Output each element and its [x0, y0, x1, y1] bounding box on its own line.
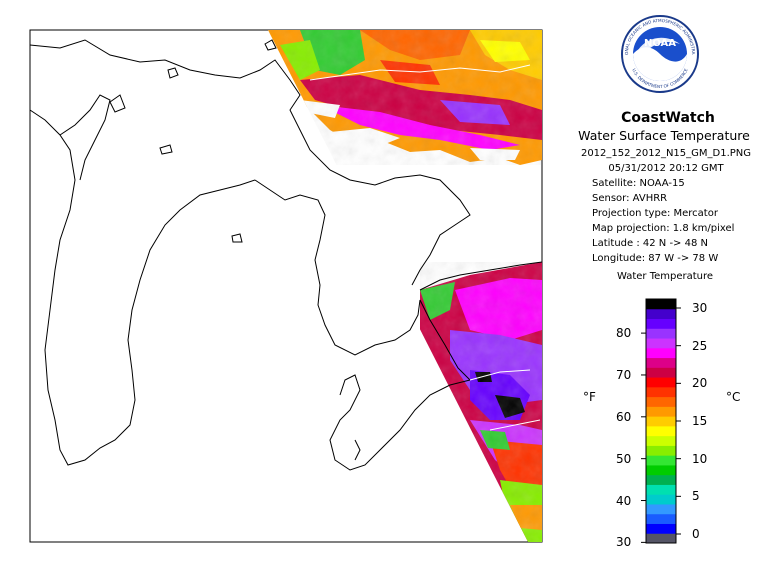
color-swatch: [646, 455, 676, 466]
color-swatch: [646, 367, 676, 378]
color-swatch: [646, 464, 676, 476]
celsius-tick-label: 5: [692, 489, 700, 504]
coastlines: [29, 39, 543, 471]
latitude: Latitude : 42 N -> 48 N: [592, 238, 708, 249]
color-swatch: [646, 523, 676, 534]
celsius-tick-label: 25: [692, 338, 708, 353]
color-swatch: [646, 494, 676, 505]
celsius-tick-label: 20: [692, 376, 708, 391]
celsius-unit: °C: [726, 390, 741, 404]
color-swatch: [646, 377, 676, 388]
coastlines-over-data: [309, 64, 541, 431]
brand-title: CoastWatch: [621, 110, 715, 126]
metadata-block: 2012_152_2012_N15_GM_D1.PNG 05/31/2012 2…: [566, 146, 766, 266]
celsius-tick-label: 30: [692, 301, 708, 315]
color-swatch: [646, 357, 676, 368]
color-bar-outline: [645, 298, 677, 544]
lake-superior-data: [268, 30, 542, 165]
color-swatch: [646, 396, 676, 407]
color-swatch: [646, 308, 676, 320]
color-swatch: [646, 347, 676, 359]
color-swatch: [646, 435, 676, 446]
color-swatch: [646, 503, 676, 515]
fahrenheit-unit: °F: [583, 390, 596, 404]
fahrenheit-tick-label: 50: [616, 451, 632, 466]
product-title: Water Surface Temperature: [578, 128, 750, 143]
map-projection: Map projection: 1.8 km/pixel: [592, 223, 735, 234]
lake-huron-data: [420, 262, 542, 542]
color-swatch: [646, 484, 676, 495]
fahrenheit-tick-label: 60: [616, 409, 632, 424]
color-swatch: [646, 416, 676, 427]
color-swatch: [646, 318, 676, 329]
fahrenheit-tick-label: 40: [616, 493, 632, 508]
filename: 2012_152_2012_N15_GM_D1.PNG: [580, 148, 752, 159]
datetime: 05/31/2012 20:12 GMT: [608, 163, 724, 174]
projection-type: Projection type: Mercator: [592, 208, 718, 219]
celsius-tick-label: 10: [692, 451, 708, 466]
legend-title: Water Temperature: [616, 271, 714, 282]
color-swatch: [646, 513, 676, 524]
noaa-logo-text: NOAA: [644, 38, 676, 49]
color-swatch: [646, 445, 676, 456]
color-swatch: [646, 406, 676, 417]
longitude: Longitude: 87 W -> 78 W: [592, 253, 719, 264]
fahrenheit-tick-label: 70: [616, 367, 632, 382]
fahrenheit-tick-label: 80: [616, 326, 632, 341]
fahrenheit-tick-label: 30: [616, 535, 632, 550]
noaa-logo: NOAA NATIONAL OCEANIC AND ATMOSPHERIC AD…: [620, 14, 699, 93]
color-swatch: [646, 328, 676, 339]
sensor: Sensor: AVHRR: [592, 193, 668, 204]
color-swatch: [646, 338, 676, 349]
satellite: Satellite: NOAA-15: [592, 178, 685, 189]
color-swatch: [646, 386, 676, 398]
color-scale-bar: [641, 298, 681, 544]
color-swatch: [646, 533, 676, 544]
celsius-tick-label: 15: [692, 414, 708, 428]
celsius-tick-label: 0: [692, 527, 700, 541]
color-swatch: [646, 425, 676, 437]
color-swatch: [646, 299, 676, 310]
color-swatch: [646, 474, 676, 485]
